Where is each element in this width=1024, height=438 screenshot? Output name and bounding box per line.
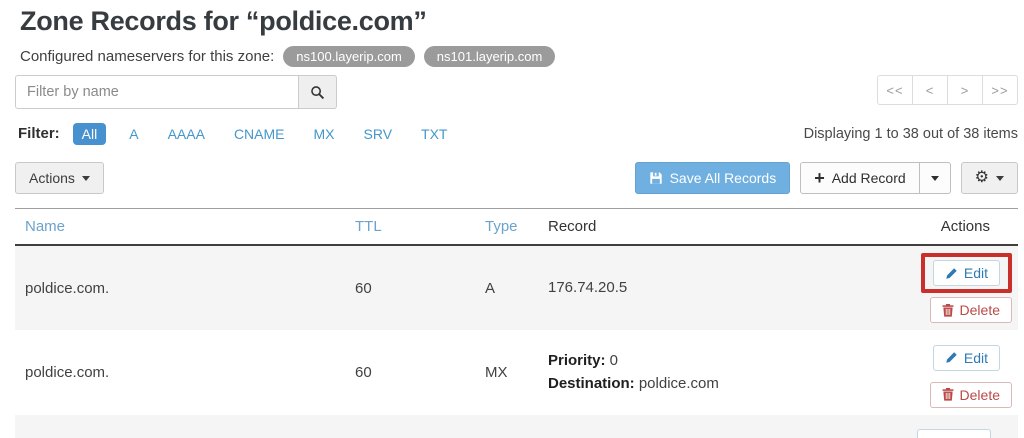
trash-icon — [942, 303, 953, 317]
save-all-records-label: Save All Records — [669, 170, 777, 186]
filter-option-all[interactable]: All — [72, 122, 107, 145]
record-ttl-cell: 60 — [355, 364, 372, 381]
pencil-icon — [946, 267, 957, 279]
add-record-dropdown-button[interactable] — [918, 162, 951, 194]
pagination-prev-button[interactable]: < — [912, 75, 948, 105]
pagination: << < > >> — [877, 75, 1018, 105]
filter-option-mx[interactable]: MX — [308, 123, 341, 145]
record-detail-line: Destination: poldice.com — [548, 374, 719, 392]
filter-options: All A AAAA CNAME MX SRV TXT — [60, 122, 454, 145]
zone-records-page: Zone Records for “poldice.com” Configure… — [0, 6, 1024, 438]
filter-option-srv[interactable]: SRV — [358, 123, 399, 145]
chevron-down-icon — [930, 175, 939, 181]
table-row-partial — [15, 415, 1018, 438]
add-record-button[interactable]: + Add Record — [800, 162, 920, 194]
pagination-first-button[interactable]: << — [877, 75, 913, 105]
edit-highlight-box: Edit — [920, 253, 1012, 293]
pagination-status: Displaying 1 to 38 out of 38 items — [803, 125, 1018, 142]
record-value-cell: 176.74.20.5 — [538, 245, 898, 330]
record-detail-line: 176.74.20.5 — [548, 278, 628, 296]
record-name-cell: poldice.com. — [25, 279, 110, 297]
record-type-cell: A — [485, 279, 496, 297]
actions-dropdown-button[interactable]: Actions — [15, 162, 104, 194]
search-row: << < > >> — [15, 75, 1018, 113]
search-button[interactable] — [299, 75, 337, 109]
chevron-down-icon — [996, 175, 1004, 181]
record-value-cell: Priority: 0 Destination: poldice.com — [538, 330, 898, 415]
table-header-row: Name TTL Type Record Actions — [15, 209, 1018, 245]
search-group — [15, 75, 337, 109]
column-header-type[interactable]: Type — [485, 218, 518, 235]
column-header-name[interactable]: Name — [25, 218, 66, 235]
actions-dropdown-label: Actions — [29, 170, 75, 186]
nameserver-badge: ns101.layerip.com — [423, 46, 556, 67]
filter-label: Filter: — [18, 125, 60, 142]
trash-icon — [942, 388, 953, 401]
edit-button[interactable] — [917, 429, 991, 438]
save-icon — [649, 172, 662, 184]
edit-button[interactable]: Edit — [932, 260, 1000, 286]
column-header-ttl[interactable]: TTL — [355, 218, 382, 235]
chevron-down-icon — [81, 175, 90, 181]
filter-options-group: Filter: All A AAAA CNAME MX SRV TXT — [15, 122, 454, 145]
pagination-last-button[interactable]: >> — [982, 75, 1018, 105]
actions-stack: Edit Delete — [898, 338, 1012, 408]
record-detail-line: Priority: 0 — [548, 352, 619, 369]
column-header-record: Record — [548, 218, 597, 235]
nameserver-badge: ns100.layerip.com — [283, 46, 415, 67]
edit-highlight-box: Edit — [921, 338, 1012, 378]
edit-button[interactable]: Edit — [932, 344, 1000, 371]
filter-option-a[interactable]: A — [123, 123, 144, 145]
pencil-icon — [946, 352, 957, 363]
settings-gear-button[interactable]: ⚙ — [960, 162, 1018, 194]
search-icon — [311, 85, 325, 99]
table-row: poldice.com. 60 MX Priority: 0 Destinatio… — [15, 330, 1018, 415]
save-all-records-button[interactable]: Save All Records — [634, 162, 791, 194]
add-record-label: Add Record — [831, 170, 906, 186]
nameservers-label: Configured nameservers for this zone: — [20, 48, 275, 65]
filter-option-cname[interactable]: CNAME — [228, 123, 291, 145]
filter-by-name-input[interactable] — [15, 75, 299, 109]
delete-button[interactable]: Delete — [929, 297, 1012, 323]
toolbar: Actions Save All Records + Add Record — [15, 162, 1018, 194]
record-name-cell: poldice.com. — [25, 364, 110, 381]
delete-button[interactable]: Delete — [929, 381, 1012, 408]
page-title: Zone Records for “poldice.com” — [20, 6, 427, 36]
gear-icon: ⚙ — [974, 169, 989, 186]
record-actions-cell: Edit Delete — [898, 330, 1018, 415]
actions-stack: Edit Delete — [898, 253, 1012, 323]
record-type-cell: MX — [485, 364, 508, 381]
filter-option-txt[interactable]: TXT — [415, 123, 453, 145]
record-actions-cell: Edit Delete — [898, 245, 1018, 330]
filter-row: Filter: All A AAAA CNAME MX SRV TXT Displaying… — [15, 120, 1018, 147]
nameservers-row: Configured nameservers for this zone: ns… — [20, 46, 1018, 67]
filter-option-aaaa[interactable]: AAAA — [162, 123, 211, 145]
table-row: poldice.com. 60 A 176.74.20.5 Edit — [15, 245, 1018, 330]
column-header-actions: Actions — [940, 218, 990, 235]
plus-icon: + — [814, 168, 825, 188]
zone-records-table: Name TTL Type Record Actions poldice.com. 60… — [15, 208, 1018, 438]
add-record-split-button: + Add Record — [800, 162, 951, 194]
pagination-next-button[interactable]: > — [947, 75, 983, 105]
record-ttl-cell: 60 — [355, 279, 372, 297]
toolbar-right: Save All Records + Add Record ⚙ — [634, 162, 1018, 194]
